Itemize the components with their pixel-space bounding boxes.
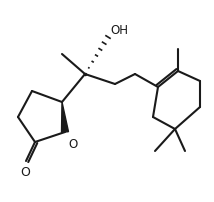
Polygon shape — [61, 102, 68, 133]
Text: OH: OH — [110, 24, 128, 37]
Text: O: O — [68, 137, 77, 150]
Text: O: O — [20, 165, 30, 178]
